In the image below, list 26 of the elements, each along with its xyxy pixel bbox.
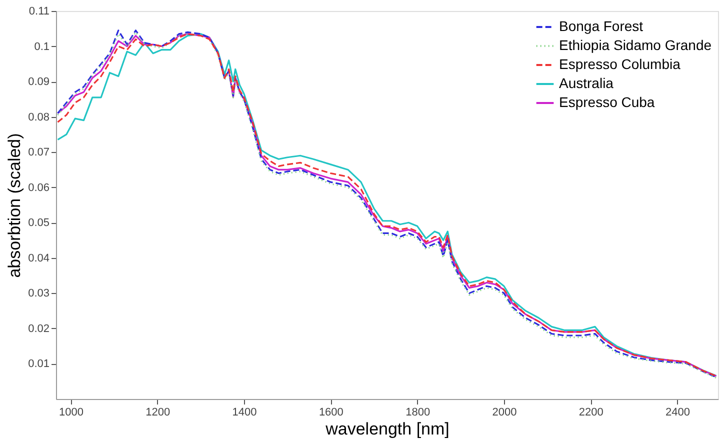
x-tick-label: 1800 bbox=[406, 406, 430, 418]
y-axis-title: absorbtion (scaled) bbox=[5, 133, 24, 278]
legend-label: Espresso Cuba bbox=[559, 94, 655, 110]
y-tick-label: 0.1 bbox=[34, 40, 50, 53]
x-tick-label: 1600 bbox=[318, 406, 344, 418]
x-tick-label: 1200 bbox=[146, 406, 170, 418]
y-tick-label: 0.11 bbox=[28, 6, 50, 18]
y-tick-label: 0.06 bbox=[28, 182, 50, 194]
x-axis-title: wavelength [nm] bbox=[324, 420, 450, 438]
legend-label: Ethiopia Sidamo Grande bbox=[559, 37, 712, 53]
y-tick-label: 0.01 bbox=[28, 358, 50, 370]
y-tick-label: 0.04 bbox=[28, 252, 50, 264]
y-tick-label: 0.09 bbox=[28, 76, 50, 88]
x-tick-label: 1400 bbox=[232, 406, 257, 418]
legend-label: Australia bbox=[559, 75, 614, 91]
x-tick-label: 2200 bbox=[578, 406, 604, 418]
y-tick-label: 0.02 bbox=[28, 322, 50, 335]
x-tick-label: 1000 bbox=[58, 406, 84, 418]
x-tick-label: 2400 bbox=[666, 406, 690, 418]
y-tick-label: 0.03 bbox=[28, 288, 50, 300]
y-tick-label: 0.07 bbox=[28, 146, 50, 159]
legend-label: Espresso Columbia bbox=[559, 56, 681, 72]
y-tick-label: 0.05 bbox=[28, 217, 50, 230]
legend-label: Bonga Forest bbox=[559, 18, 644, 34]
x-tick-label: 2000 bbox=[492, 406, 517, 418]
y-tick-label: 0.08 bbox=[28, 111, 50, 124]
